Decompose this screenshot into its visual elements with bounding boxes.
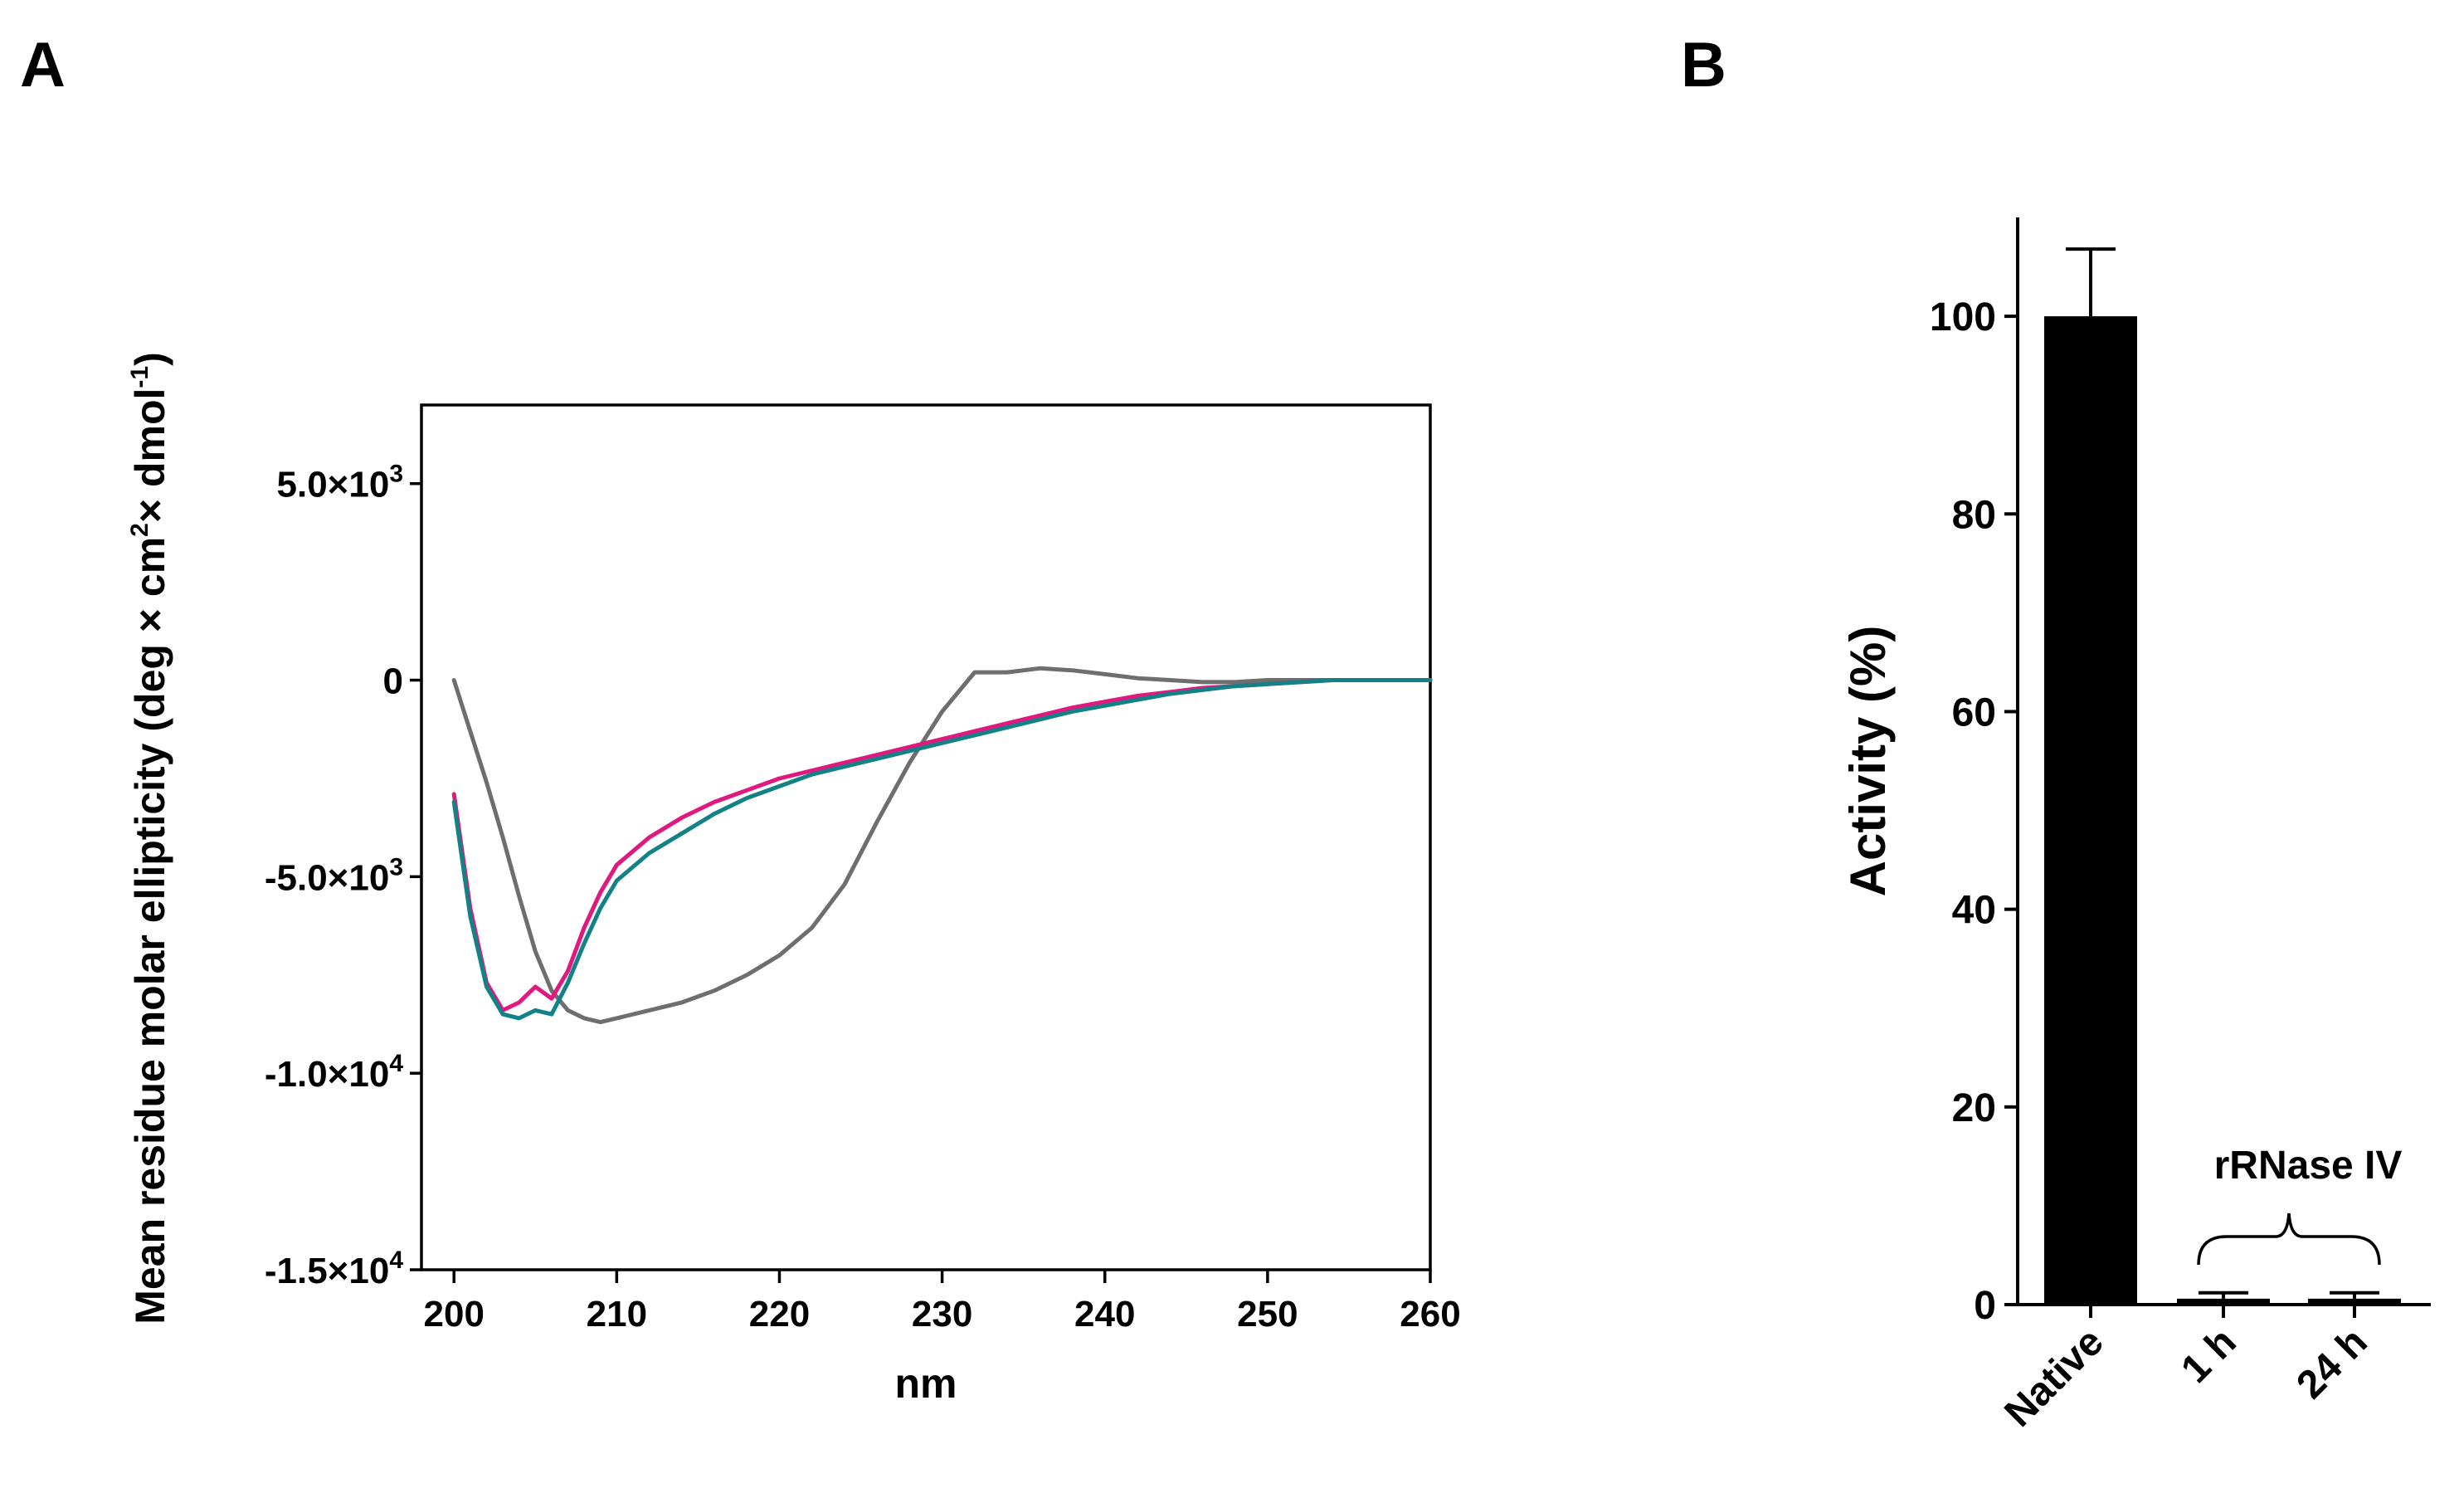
x-tick-label-a-1: 210 xyxy=(587,1294,647,1334)
y-axis-a-title: Mean residue molar ellipticity (deg × cm… xyxy=(126,352,173,1324)
y-axis-a-title-sup2: -1 xyxy=(126,366,153,388)
y-tick-label-a-0: 5.0×103 xyxy=(277,461,404,505)
x-tick-label-b-2: 24 h xyxy=(2288,1320,2375,1407)
y-tick-label-a-2: -5.0×103 xyxy=(265,853,403,898)
y-axis-b-title: Activity (%) xyxy=(1840,626,1896,897)
series-a-lines xyxy=(451,666,1433,1025)
y-tick-label-b-5: 100 xyxy=(1930,295,1996,339)
series-line-gray xyxy=(451,666,1433,1025)
y-tick-label-a-4: -1.5×104 xyxy=(265,1247,403,1291)
y-axis-b-ticks: 0 20 40 60 80 100 xyxy=(1930,295,2018,1328)
rrnase-annotation: rRNase IV xyxy=(2214,1144,2403,1188)
x-tick-label-a-4: 240 xyxy=(1074,1294,1135,1334)
x-axis-a-ticks: 200 210 220 230 240 250 260 xyxy=(424,1270,1461,1334)
x-tick-label-b-0: Native xyxy=(1996,1320,2111,1435)
y-tick-label-b-3: 60 xyxy=(1952,690,1996,734)
x-tick-label-a-5: 250 xyxy=(1237,1294,1298,1334)
y-axis-a-title-part3: ) xyxy=(127,352,173,366)
y-tick-label-b-4: 80 xyxy=(1952,493,1996,537)
series-line-magenta xyxy=(451,678,1433,1012)
x-tick-label-a-0: 200 xyxy=(424,1294,485,1334)
y-tick-label-b-1: 20 xyxy=(1952,1086,1996,1130)
y-axis-a-ticks: 5.0×103 0 -5.0×103 -1.0×104 -1.5×104 xyxy=(265,461,421,1291)
bar-2 xyxy=(2308,1298,2401,1305)
series-line-teal xyxy=(451,678,1433,1021)
x-tick-label-b-1: 1 h xyxy=(2173,1320,2245,1392)
bar-1 xyxy=(2177,1298,2270,1305)
y-axis-a-title-sup1: 2 xyxy=(126,523,153,537)
y-tick-label-a-1: 0 xyxy=(383,661,403,702)
y-axis-a-title-part1: Mean residue molar ellipticity (deg × cm xyxy=(127,537,173,1325)
x-tick-label-a-2: 220 xyxy=(749,1294,810,1334)
x-tick-label-a-3: 230 xyxy=(912,1294,972,1334)
y-tick-label-b-2: 40 xyxy=(1952,889,1996,933)
rrnase-brace xyxy=(2197,1212,2381,1266)
panel-letter-b: B xyxy=(1681,30,1726,100)
plot-a-frame xyxy=(420,403,1432,1271)
x-axis-a-title: nm xyxy=(895,1360,957,1407)
bar-0 xyxy=(2044,316,2137,1305)
y-tick-label-a-3: -1.0×104 xyxy=(265,1050,403,1095)
y-tick-label-b-0: 0 xyxy=(1974,1284,1996,1328)
y-axis-a-title-part2: × dmol xyxy=(127,388,173,524)
x-tick-label-a-6: 260 xyxy=(1400,1294,1460,1334)
panel-letter-a: A xyxy=(20,30,66,100)
